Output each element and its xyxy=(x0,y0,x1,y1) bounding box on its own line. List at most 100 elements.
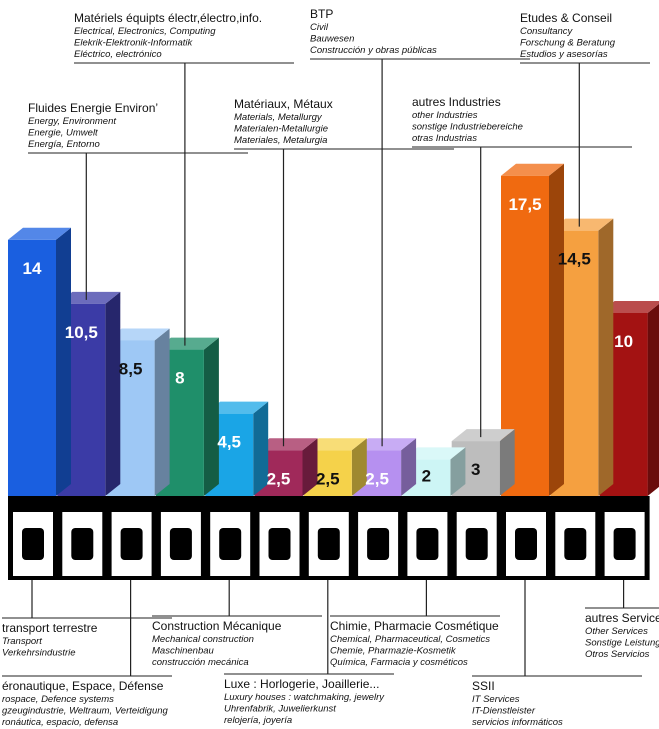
category-note: construcción mecánica xyxy=(152,657,249,668)
category-note: Estudios y asesorías xyxy=(520,49,608,60)
bar-top xyxy=(8,227,71,240)
category-note: Sonstige Leistungen xyxy=(585,638,659,649)
bar-side xyxy=(499,429,515,496)
value-label: 17,5 xyxy=(508,195,541,214)
category-note: Energie, Umwelt xyxy=(28,128,98,139)
icon-glyph xyxy=(268,528,291,560)
icon-glyph xyxy=(416,528,439,560)
category-note: Energy, Environment xyxy=(28,116,116,127)
bar-side xyxy=(647,303,659,496)
icon-glyph xyxy=(465,528,488,560)
bar-top xyxy=(155,337,219,350)
category-label: autres Industries xyxy=(412,95,501,109)
value-label: 8,5 xyxy=(119,359,143,378)
category-label: Matériels équipts électr,électro,info. xyxy=(74,11,262,25)
category-note: servicios informáticos xyxy=(472,717,563,728)
icon-glyph xyxy=(120,528,143,560)
value-label: 4,5 xyxy=(217,433,241,452)
category-label: SSII xyxy=(472,679,495,693)
category-note: Materiales, Metalurgia xyxy=(234,135,327,146)
category-note: Consultancy xyxy=(520,26,574,37)
category-label: Chimie, Pharmacie Cosmétique xyxy=(330,619,499,633)
bar-top xyxy=(451,429,515,442)
icon-glyph xyxy=(515,528,537,560)
category-note: Elekrik-Elektronik-Informatik xyxy=(74,38,193,49)
category-label: Matériaux, Métaux xyxy=(234,97,333,111)
bar-side xyxy=(549,163,564,496)
category-note: Other Services xyxy=(585,626,648,637)
bar-top xyxy=(303,438,367,451)
category-note: Verkehrsindustrie xyxy=(2,648,76,659)
category-note: Maschinenbau xyxy=(152,646,215,657)
category-note: Bauwesen xyxy=(310,34,354,45)
category-label: Fluides Energie Environ’ xyxy=(28,101,158,115)
value-label: 14 xyxy=(23,259,42,278)
value-label: 10,5 xyxy=(65,323,98,342)
category-note: Otros Servicios xyxy=(585,649,650,660)
value-label: 10 xyxy=(614,332,633,351)
icon-glyph xyxy=(317,528,340,560)
category-note: ronáutica, espacio, defensa xyxy=(2,717,118,728)
category-note: sonstige Industriebereiche xyxy=(412,122,523,133)
bar-side xyxy=(401,438,417,496)
bar-side xyxy=(105,291,121,496)
category-note: Transport xyxy=(2,636,42,647)
bar-top xyxy=(353,438,417,451)
category-note: Electrical, Electronics, Computing xyxy=(74,26,216,37)
category-note: IT-Dienstleister xyxy=(472,706,536,717)
bar-top xyxy=(254,438,318,451)
category-label: Luxe : Horlogerie, Joaillerie... xyxy=(224,677,379,691)
bar-top xyxy=(550,218,614,231)
icon-glyph xyxy=(169,528,192,560)
category-label: BTP xyxy=(310,7,333,21)
category-label: autres Services xyxy=(585,611,659,625)
category-label: éronautique, Espace, Défense xyxy=(2,679,164,693)
bar-side xyxy=(302,438,318,496)
bar-side xyxy=(598,218,614,496)
category-note: Luxury houses : watchmaking, jewelry xyxy=(224,692,385,703)
bar-top xyxy=(57,291,121,304)
category-note: Química, Farmacia y cosméticos xyxy=(330,657,468,668)
bar-side xyxy=(351,438,367,496)
category-note: IT Services xyxy=(472,694,520,705)
category-note: relojería, joyería xyxy=(224,715,292,726)
category-note: Eléctrico, electrónico xyxy=(74,49,162,60)
bar xyxy=(8,239,56,497)
icon-glyph xyxy=(613,528,636,560)
category-note: Construcción y obras públicas xyxy=(310,45,437,56)
icon-glyph xyxy=(564,528,587,560)
category-label: Construction Mécanique xyxy=(152,619,282,633)
value-label: 2,5 xyxy=(365,469,389,488)
category-note: gzeugindustrie, Weltraum, Verteidigung xyxy=(2,706,169,717)
category-note: Forschung & Beratung xyxy=(520,38,616,49)
category-note: Chemical, Pharmaceutical, Cosmetics xyxy=(330,634,490,645)
bar-top xyxy=(402,447,466,460)
category-label: transport terrestre xyxy=(2,621,98,635)
icon-glyph xyxy=(367,528,390,560)
bar-side xyxy=(253,401,269,496)
icon-glyph xyxy=(219,528,242,560)
value-label: 2,5 xyxy=(316,469,340,488)
icon-glyph xyxy=(71,528,94,560)
bar-top xyxy=(501,163,564,176)
value-label: 2 xyxy=(422,466,431,485)
category-note: Materialen-Metallurgie xyxy=(234,124,328,135)
bar-side xyxy=(56,227,71,497)
category-note: otras Industrias xyxy=(412,133,477,144)
category-label: Etudes & Conseil xyxy=(520,11,612,25)
bar-top xyxy=(205,401,269,414)
category-note: Mechanical construction xyxy=(152,634,254,645)
category-note: rospace, Defence systems xyxy=(2,694,114,705)
category-note: Civil xyxy=(310,22,329,33)
bar-top xyxy=(599,301,659,313)
category-note: Uhrenfabrik, Juwelierkunst xyxy=(224,704,336,715)
category-note: Chemie, Pharmazie-Kosmetik xyxy=(330,646,457,657)
icon-glyph xyxy=(22,528,44,560)
bar-side xyxy=(450,447,466,496)
value-label: 14,5 xyxy=(558,250,591,269)
value-label: 8 xyxy=(175,369,184,388)
category-note: Energía, Entorno xyxy=(28,139,100,150)
value-label: 3 xyxy=(471,460,480,479)
